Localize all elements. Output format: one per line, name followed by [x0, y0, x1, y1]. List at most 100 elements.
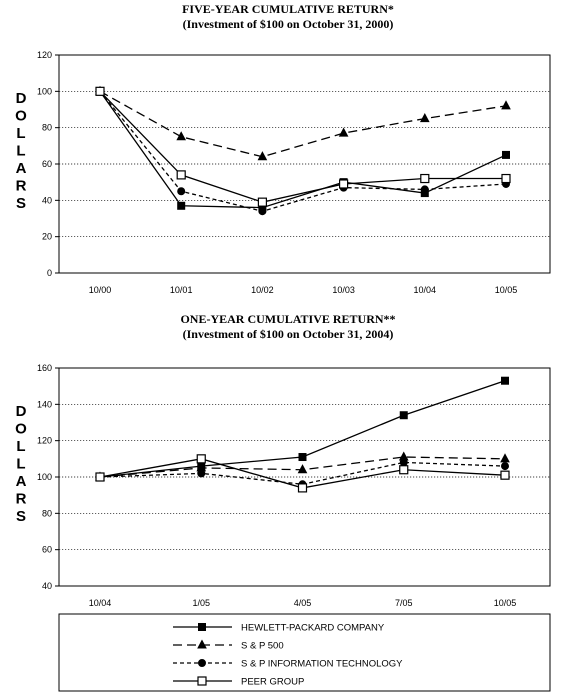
- one-year-chart: ONE-YEAR CUMULATIVE RETURN** (Investment…: [15, 312, 551, 608]
- c1-series-line-4: [99, 90, 506, 203]
- c2-ytick-label: 160: [37, 363, 52, 373]
- c1-series-4-point: [339, 179, 349, 189]
- c1-ytick-label: 40: [42, 195, 52, 205]
- c2-ylabel-letter: A: [16, 473, 27, 490]
- chart1-title: FIVE-YEAR CUMULATIVE RETURN*: [182, 2, 394, 16]
- legend-label-1: HEWLETT-PACKARD COMPANY: [241, 623, 385, 634]
- chart2-subtitle: (Investment of $100 on October 31, 2004): [183, 327, 394, 341]
- c2-ylabel-letter: O: [15, 421, 27, 438]
- c1-series-4-point: [95, 86, 105, 96]
- chart2-title: ONE-YEAR CUMULATIVE RETURN**: [180, 312, 395, 326]
- c2-xtick-label: 10/04: [89, 598, 112, 608]
- c1-ylabel-letter: O: [15, 108, 27, 125]
- c1-xtick-label: 10/03: [332, 285, 355, 295]
- chart2-gridlines: [59, 403, 550, 551]
- c2-series-line-1: [99, 380, 506, 478]
- c1-xtick-label: 10/02: [251, 285, 274, 295]
- c1-series-4-point: [257, 197, 267, 207]
- c2-ylabel-letter: L: [16, 456, 25, 473]
- c2-xtick-label: 10/05: [494, 598, 517, 608]
- legend-label-4: PEER GROUP: [241, 677, 304, 688]
- c1-series-4-point: [420, 173, 430, 184]
- c2-xtick-label: 4/05: [294, 598, 312, 608]
- chart1-subtitle: (Investment of $100 on October 31, 2000): [183, 17, 394, 31]
- chart1-x-ticks: 10/00 10/01 10/02 10/03 10/04 10/05: [89, 285, 518, 295]
- c1-ylabel-letter: L: [16, 125, 25, 142]
- c2-series-4-point: [297, 483, 308, 493]
- c1-series-4-point: [501, 173, 511, 184]
- c2-ytick-label: 80: [42, 508, 52, 518]
- c2-ylabel-letter: D: [16, 403, 27, 420]
- c2-series-4-point: [196, 454, 206, 464]
- c2-xtick-label: 7/05: [395, 598, 413, 608]
- legend-label-2: S & P 500: [241, 641, 284, 652]
- chart2-series: [95, 376, 510, 493]
- c1-series-1-point: [502, 150, 510, 159]
- c1-series-2-point: [338, 127, 349, 137]
- c1-ytick-label: 20: [42, 232, 52, 242]
- c2-series-3-point: [501, 462, 509, 471]
- c1-xtick-label: 10/05: [495, 285, 518, 295]
- c1-ylabel-letter: R: [16, 178, 27, 195]
- c1-ylabel-letter: L: [16, 143, 25, 160]
- c2-ytick-label: 60: [42, 545, 52, 555]
- legend-label-3: S & P INFORMATION TECHNOLOGY: [241, 659, 403, 670]
- c1-series-3-point: [258, 207, 267, 216]
- c1-series-2-point: [501, 100, 511, 110]
- c2-series-4-point: [95, 472, 105, 482]
- c2-series-2-point: [500, 453, 510, 463]
- c1-ytick-label: 120: [37, 50, 52, 60]
- c1-series-line-1: [99, 90, 507, 209]
- c2-series-4-point: [399, 465, 409, 475]
- c2-series-2-point: [297, 464, 308, 474]
- c2-series-3-point: [197, 469, 206, 478]
- c2-ytick-label: 40: [42, 581, 52, 591]
- c2-series-1-point: [399, 411, 408, 420]
- chart1-gridlines: [59, 90, 550, 238]
- c1-ytick-label: 80: [42, 123, 52, 133]
- legend-marker-1: [198, 623, 206, 631]
- c2-xtick-label: 1/05: [192, 598, 210, 608]
- c2-ytick-label: 100: [37, 472, 52, 482]
- legend-marker-2: [197, 639, 207, 649]
- c1-series-3-point: [177, 187, 186, 196]
- c1-ylabel-letter: S: [16, 195, 26, 212]
- c1-series-1-point: [177, 201, 186, 210]
- chart2-x-ticks: 10/04 1/05 4/05 7/05 10/05: [89, 598, 517, 608]
- c2-ylabel-letter: R: [16, 491, 27, 508]
- five-year-chart: FIVE-YEAR CUMULATIVE RETURN* (Investment…: [15, 2, 551, 295]
- legend-marker-4: [197, 676, 207, 686]
- c1-ylabel-letter: D: [16, 90, 27, 107]
- legend: HEWLETT-PACKARD COMPANY S & P 500 S & P IN…: [58, 613, 551, 692]
- c1-series-4-point: [176, 170, 186, 180]
- c2-ytick-label: 140: [37, 399, 52, 409]
- c1-series-2-point: [419, 113, 430, 123]
- chart2-y-ticks: 40 60 80 100 120 140 160: [37, 363, 59, 591]
- c1-xtick-label: 10/04: [414, 285, 437, 295]
- c2-ylabel-letter: L: [16, 438, 25, 455]
- c1-series-line-3: [99, 90, 507, 212]
- c2-ylabel-letter: S: [16, 508, 26, 525]
- c2-series-1-point: [501, 376, 509, 385]
- legend-frame: [58, 613, 551, 692]
- c2-ytick-label: 120: [37, 436, 52, 446]
- c1-ytick-label: 60: [42, 159, 52, 169]
- c1-series-line-2: [99, 90, 507, 158]
- chart1-series: [95, 85, 511, 216]
- chart1-y-ticks: 0 20 40 60 80 100 120: [37, 50, 59, 278]
- c1-xtick-label: 10/00: [89, 285, 112, 295]
- c1-series-3-point: [420, 185, 429, 194]
- c2-series-1-point: [298, 453, 307, 462]
- c1-ytick-label: 0: [47, 268, 52, 278]
- c2-series-3-point: [399, 458, 408, 467]
- legend-marker-3: [198, 659, 206, 667]
- c1-ytick-label: 100: [37, 86, 52, 96]
- c2-series-4-point: [500, 470, 510, 480]
- c1-ylabel-letter: A: [16, 160, 27, 177]
- c1-series-2-point: [176, 131, 187, 141]
- c1-xtick-label: 10/01: [170, 285, 193, 295]
- c1-series-2-point: [257, 151, 268, 161]
